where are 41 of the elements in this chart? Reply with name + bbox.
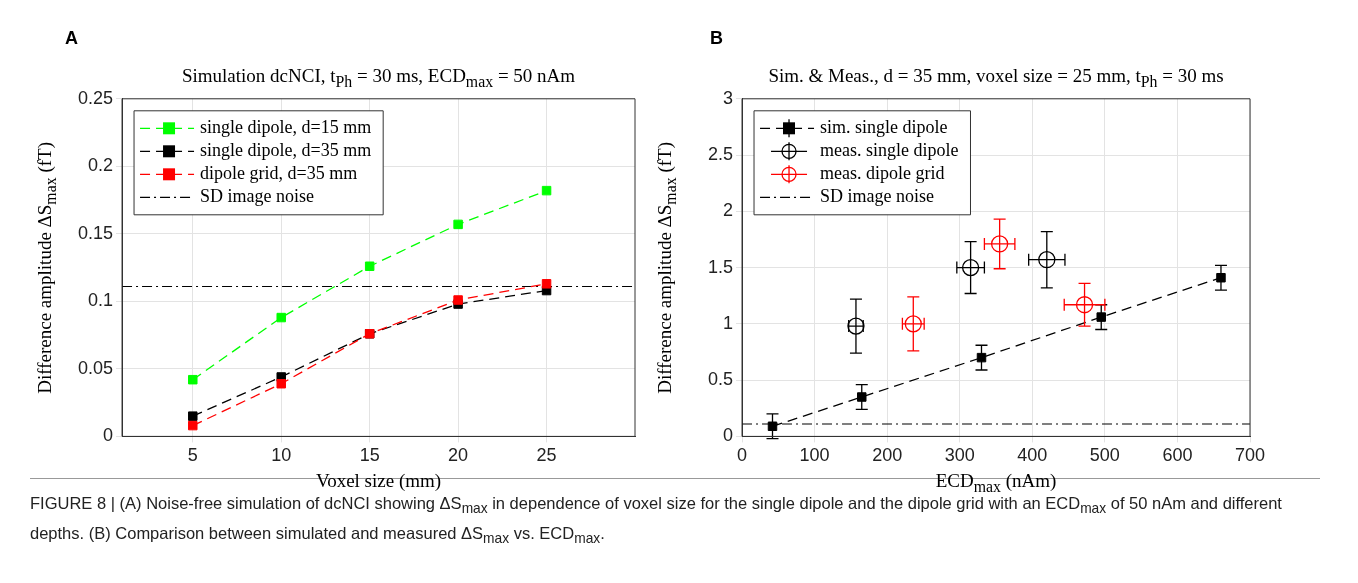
x-tick-label: 700 (1234, 445, 1266, 466)
x-tick-label: 10 (271, 445, 292, 466)
y-tick-label: 0.5 (707, 369, 734, 390)
text: FIGURE 8 | (A) Noise-free simulation of dcNCI showing ΔS$_{max}$ in dependence of voxel size for the single dipole and the dipole grid with an ECD$_{max}$ of 50 nAm and different depths. (B) Comparison between simulated and measured ΔS$_{max}$ vs. ECD$_{max}$. (30, 494, 1282, 547)
legend-label: sim. single dipole (820, 117, 948, 138)
legend-label: SD image noise (200, 186, 315, 207)
y-tick-label: 0.2 (88, 155, 114, 176)
y-tick-label: 0 (723, 425, 734, 446)
x-tick-label: 20 (448, 445, 469, 466)
legend-label: dipole grid, d=35 mm (200, 163, 358, 184)
legend-label: meas. single dipole (820, 140, 959, 161)
y-tick-label: 0 (103, 425, 114, 446)
x-tick-label: 100 (799, 445, 830, 466)
legend-label: SD image noise (820, 186, 935, 207)
x-tick-label: 200 (872, 445, 903, 466)
x-tick-label: 15 (359, 445, 380, 466)
legend-label: single dipole, d=15 mm (200, 117, 372, 138)
legend-label: single dipole, d=35 mm (200, 140, 372, 161)
y-tick-label: 0.25 (77, 87, 114, 108)
x-tick-label: 300 (944, 445, 975, 466)
chart-title: Sim. & Meas., d = 35 mm, voxel size = 25 mm, t$_{Ph}$ = 30 ms (768, 64, 1224, 90)
y-tick-label: 2.5 (707, 144, 734, 165)
legend-label: meas. dipole grid (820, 163, 945, 184)
y-tick-label: 1.5 (707, 256, 734, 277)
x-axis-title: Voxel size (mm) (314, 470, 443, 493)
text: B (710, 28, 723, 49)
x-tick-label: 5 (187, 445, 198, 466)
y-tick-label: 0.15 (77, 222, 114, 243)
y-tick-label: 0.1 (88, 290, 114, 311)
y-tick-label: 1 (723, 312, 734, 333)
y-tick-label: 2 (723, 200, 734, 221)
x-tick-label: 600 (1162, 445, 1193, 466)
chart-title: Simulation dcNCI, t$_{Ph}$ = 30 ms, ECD$_{max}$ = 50 nAm (181, 64, 576, 90)
x-tick-label: 25 (536, 445, 557, 466)
y-tick-label: 0.05 (77, 357, 114, 378)
x-tick-label: 400 (1017, 445, 1048, 466)
x-tick-label: 500 (1089, 445, 1120, 466)
y-tick-label: 3 (723, 87, 734, 108)
x-axis-title: ECD$_{max}$ (nAm) (935, 470, 1057, 496)
text: A (65, 28, 78, 49)
x-tick-label: 0 (737, 445, 748, 466)
